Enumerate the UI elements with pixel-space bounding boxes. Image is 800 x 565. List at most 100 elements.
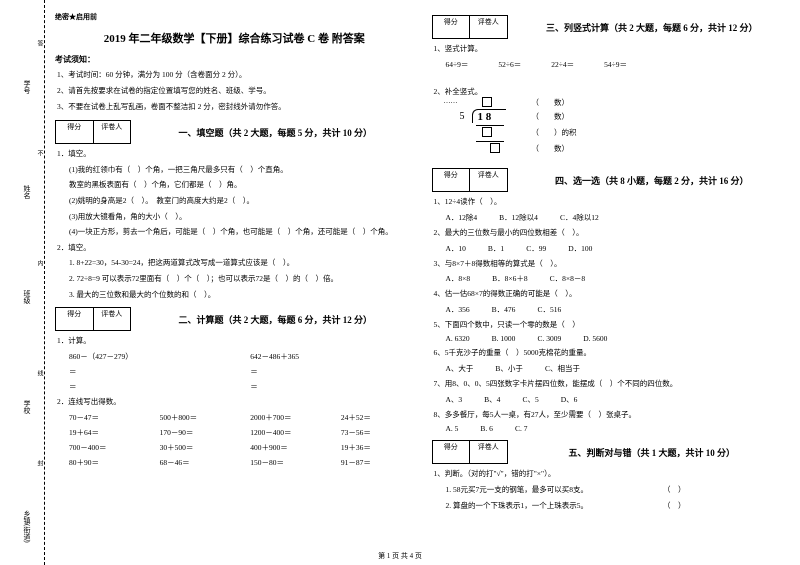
score-box-4: 得分 评卷人 <box>432 168 508 192</box>
field-class: 班级 <box>22 290 32 304</box>
o5d: D. 5600 <box>583 334 607 343</box>
field-name: 姓名 <box>22 185 32 199</box>
calc-r1b: 642－486＋365 <box>250 351 413 362</box>
o2c: C．99 <box>526 243 546 254</box>
q3: 3、与8×7＋8得数相等的算式是（ ）。 <box>434 258 791 270</box>
o7a: A、3 <box>446 394 463 405</box>
score-label-4: 得分 <box>433 169 471 191</box>
section1-header: 得分 评卷人 一、填空题（共 2 大题，每题 5 分，共计 10 分） <box>55 120 414 144</box>
score-label-2: 得分 <box>56 308 94 330</box>
o6: A、大于B、小于C、相当于 <box>446 363 791 374</box>
o3a: A．8×8 <box>446 273 471 284</box>
eq-a: ＝ <box>69 366 232 377</box>
judge-l1: 1. 58元买7元一支的钢笔，最多可以买8支。 （ ） <box>446 484 791 496</box>
c12: 1200－400＝ <box>250 427 323 438</box>
section5-header: 得分 评卷人 五、判断对与错（共 1 大题，共计 10 分） <box>432 440 791 464</box>
section4-header: 得分 评卷人 四、选一选（共 8 小题，每题 2 分，共计 16 分） <box>432 168 791 192</box>
right-column: 得分 评卷人 三、列竖式计算（共 2 大题，每题 6 分，共计 12 分） 1、… <box>432 12 791 561</box>
c30: 80＋90＝ <box>69 457 142 468</box>
calc-r1a: 860－（427－279） <box>69 351 232 362</box>
exam-title: 2019 年二年级数学【下册】综合练习试卷 C 卷 附答案 <box>55 30 414 46</box>
calc-r1: 860－（427－279） 642－486＋365 <box>69 351 414 362</box>
calc-eq2: ＝ ＝ <box>69 381 414 392</box>
q1: 1、12÷4读作（ ）。 <box>434 196 791 208</box>
line2 <box>476 125 504 126</box>
section1-title: 一、填空题（共 2 大题，每题 5 分，共计 10 分） <box>137 126 414 139</box>
o7: A、3B、4C、5D、6 <box>446 394 791 405</box>
o7b: B、4 <box>484 394 500 405</box>
field-school: 学校 <box>22 400 32 414</box>
o8c: C. 7 <box>515 424 528 433</box>
judge-head: 1、判断。（对的打"√"，错的打"×"）。 <box>434 468 791 480</box>
o2b: B．1 <box>488 243 504 254</box>
secret-label: 绝密★启用前 <box>55 12 414 22</box>
eq-b: ＝ <box>250 366 413 377</box>
top-box <box>482 97 492 107</box>
judge-l2: 2. 算盘的一个下珠表示1，一个上珠表示5。 （ ） <box>446 500 791 512</box>
fill-l1: (1)我的红领巾有（ ）个角，一把三角尺最多只有（ ）个直角。 <box>69 164 414 176</box>
grader-label-2: 评卷人 <box>94 308 131 330</box>
line-char: 线 <box>35 370 44 384</box>
o4c: C．516 <box>537 304 561 315</box>
bot-box <box>490 143 500 153</box>
calc-eq1: ＝ ＝ <box>69 366 414 377</box>
c03: 24＋52＝ <box>341 412 414 423</box>
o1a: A．12除4 <box>446 212 478 223</box>
c20: 700－400＝ <box>69 442 142 453</box>
o1b: B．12除以4 <box>499 212 538 223</box>
o3b: B．8×6＋8 <box>492 273 527 284</box>
lbl0: （ 数） <box>532 97 570 108</box>
vcalc-items: 64÷9＝ 52÷6＝ 22÷4＝ 54÷9＝ <box>446 59 791 70</box>
o5c: C. 3009 <box>537 334 561 343</box>
score-label-3: 得分 <box>433 16 471 38</box>
cr0: 70－47＝500＋800＝2000＋700＝24＋52＝ <box>69 412 414 423</box>
eq-d: ＝ <box>250 381 413 392</box>
dash-top: …… <box>444 97 458 105</box>
dividend: 1 8 <box>478 111 492 123</box>
o4a: A．356 <box>446 304 470 315</box>
lbl2: （ ）的积 <box>532 127 577 138</box>
o8b: B. 6 <box>480 424 493 433</box>
o6c: C、相当于 <box>545 363 580 374</box>
field-township: 乡镇(街道) <box>22 510 32 543</box>
seal-char: 封 <box>35 460 44 474</box>
o5a: A. 6320 <box>446 334 470 343</box>
score-label: 得分 <box>56 121 94 143</box>
o2d: D．100 <box>568 243 592 254</box>
c00: 70－47＝ <box>69 412 142 423</box>
c23: 19＋36＝ <box>341 442 414 453</box>
section3-title: 三、列竖式计算（共 2 大题，每题 6 分，共计 12 分） <box>514 21 791 34</box>
vc2: 22÷4＝ <box>551 59 574 70</box>
score-label-5: 得分 <box>433 441 471 463</box>
grader-label-3: 评卷人 <box>470 16 507 38</box>
o2a: A．10 <box>446 243 466 254</box>
fill-head: 1．填空。 <box>57 148 414 160</box>
c31: 68－46＝ <box>160 457 233 468</box>
q7: 7、用8、0、0、5四张数字卡片摆四位数，能摆成（ ）个不同的四位数。 <box>434 378 791 390</box>
page-footer: 第 1 页 共 4 页 <box>0 551 800 561</box>
no-char: 不 <box>35 150 44 164</box>
c32: 150－80＝ <box>250 457 323 468</box>
c22: 400＋900＝ <box>250 442 323 453</box>
vcalc-head2: 2、补全竖式。 <box>434 86 791 98</box>
vc0: 64÷9＝ <box>446 59 469 70</box>
vc3: 54÷9＝ <box>604 59 627 70</box>
o4b: B．476 <box>492 304 516 315</box>
o2: A．10 B．1 C．99 D．100 <box>446 243 791 254</box>
c21: 30＋500＝ <box>160 442 233 453</box>
ans-char: 答 <box>35 40 44 54</box>
mid-box <box>482 127 492 137</box>
o8: A. 5B. 6C. 7 <box>446 424 791 433</box>
o4: A．356 B．476 C．516 <box>446 304 791 315</box>
c33: 91－87＝ <box>341 457 414 468</box>
lbl1: （ 数） <box>532 111 570 122</box>
q4: 4、估一估68×7的得数正确的可能是（ ）。 <box>434 288 791 300</box>
section5-title: 五、判断对与错（共 1 大题，共计 10 分） <box>514 446 791 459</box>
q8: 8、多多餐厅，每5人一桌，有27人，至少需要（ ）张桌子。 <box>434 409 791 421</box>
fill-head2: 2．填空。 <box>57 242 414 254</box>
section2-title: 二、计算题（共 2 大题，每题 6 分，共计 12 分） <box>137 313 414 326</box>
binding-margin: 乡镇(街道) 学校 班级 姓名 学号 封 线 内 不 答 <box>0 0 45 565</box>
inner-char: 内 <box>35 260 44 274</box>
notice-1: 1、考试时间：60 分钟，满分为 100 分（含卷面分 2 分）。 <box>57 69 414 81</box>
fill-l6: 1. 8+22=30，54-30=24，把这两道算式改写成一道算式应该是（ ）。 <box>69 257 414 269</box>
